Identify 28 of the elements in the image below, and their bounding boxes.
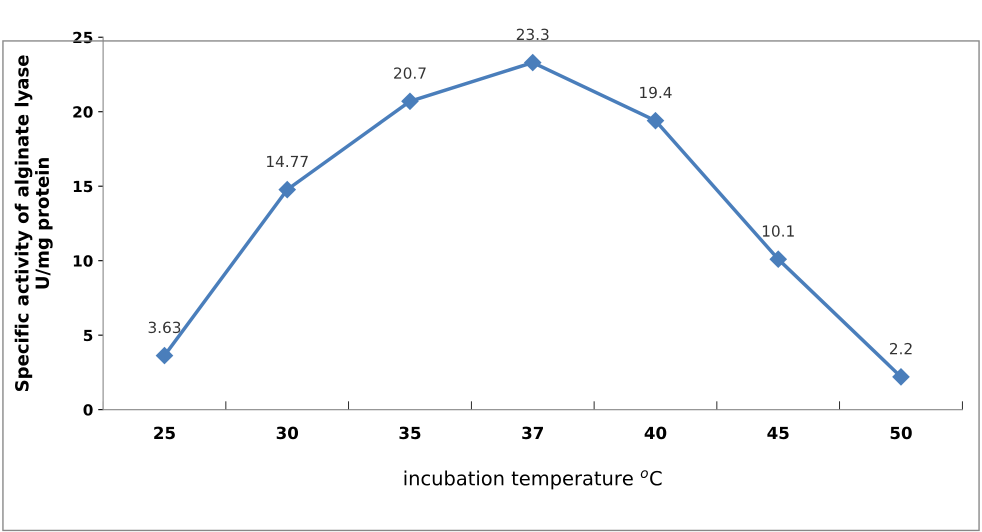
point xyxy=(401,92,419,110)
data-label: 23.3 xyxy=(516,28,549,40)
x-tick-label: 50 xyxy=(890,426,912,440)
data-label: 10.1 xyxy=(762,225,794,237)
x-tick-label: 45 xyxy=(767,426,789,440)
point xyxy=(646,112,664,130)
point xyxy=(892,368,910,386)
x-axis-title: incubation temperature $^{o}$C xyxy=(404,470,662,490)
point xyxy=(156,347,174,364)
y-axis-title: Specific activity of alginate lyase U/mg protein xyxy=(14,55,53,392)
y-tick-label: 0 xyxy=(83,404,93,416)
y-tick-label: 20 xyxy=(73,106,93,118)
point xyxy=(524,54,542,72)
data-label: 2.2 xyxy=(890,342,912,354)
x-tick-label: 35 xyxy=(400,426,420,440)
data-label: 20.7 xyxy=(394,67,426,79)
data-label: 19.4 xyxy=(640,86,672,98)
y-tick-label: 10 xyxy=(74,255,93,267)
x-tick-label: 30 xyxy=(276,426,298,440)
y-tick-label: 5 xyxy=(84,330,92,342)
x-tick-label: 40 xyxy=(644,426,666,440)
x-tick-label: 37 xyxy=(522,426,544,440)
data-label: 14.77 xyxy=(267,156,308,168)
point xyxy=(278,181,296,198)
x-tick-label: 25 xyxy=(154,426,175,440)
data-label: 3.63 xyxy=(148,322,180,334)
y-tick-label: 15 xyxy=(74,180,92,192)
point xyxy=(770,250,787,268)
